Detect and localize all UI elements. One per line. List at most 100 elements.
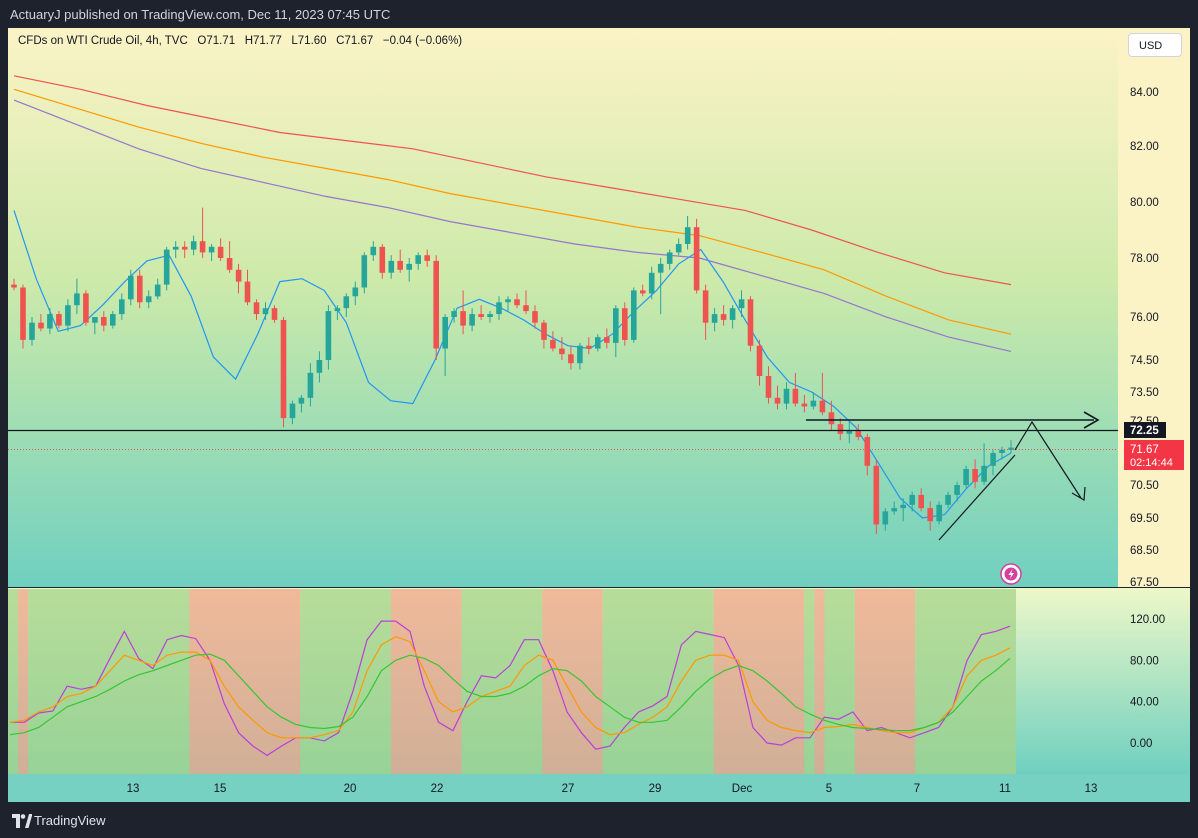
candle-body: [56, 314, 62, 326]
drawings: [8, 411, 1118, 585]
candle-body: [92, 317, 98, 323]
candle-body: [972, 469, 978, 482]
oscillator-zone: [814, 589, 825, 774]
candle-body: [361, 255, 368, 288]
time-tick-label: 15: [214, 783, 227, 795]
candle-body: [128, 275, 134, 300]
candle-body: [837, 424, 844, 434]
candle-body: [783, 388, 790, 404]
candle-body: [110, 314, 116, 326]
oscillator-zone: [542, 589, 603, 774]
candle-body: [163, 249, 170, 285]
projection-path[interactable]: [1014, 420, 1082, 499]
candle-body: [828, 412, 835, 425]
candle-body: [532, 311, 538, 323]
candle-body: [747, 299, 754, 346]
candle-body: [963, 469, 969, 485]
candle-body: [29, 322, 35, 340]
candle-body: [379, 246, 386, 273]
candle-body: [487, 314, 493, 317]
moving-average-line: [13, 99, 1012, 352]
candle-body: [11, 284, 17, 288]
rising-trendline[interactable]: [938, 454, 1016, 541]
candle-body: [999, 449, 1005, 453]
candle-body: [83, 293, 89, 323]
low-value: L71.60: [291, 35, 327, 47]
moving-average-line: [13, 88, 1012, 335]
candle-body: [864, 437, 871, 466]
candle-body: [119, 299, 125, 315]
candle-body: [909, 494, 915, 505]
time-tick-label: 27: [562, 783, 575, 795]
chart-frame: 84.0082.0080.0078.0076.0074.5073.5072.50…: [8, 28, 1190, 802]
candle-body: [397, 260, 403, 270]
candle-body: [810, 400, 817, 407]
candle-body: [918, 494, 924, 509]
footer-brand[interactable]: TradingView: [34, 813, 106, 828]
candle-body: [523, 305, 529, 312]
oscillator-zone: [824, 589, 855, 774]
candle-body: [289, 403, 296, 419]
oscillator-zone: [713, 589, 805, 774]
candle-body: [891, 508, 897, 512]
candle-body: [568, 354, 574, 364]
oscillator-zone: [189, 589, 301, 774]
oscillator-zone: [391, 589, 462, 774]
candle-body: [936, 504, 942, 522]
publish-bar: ActuaryJ published on TradingView.com, D…: [0, 0, 1198, 28]
chart-canvas[interactable]: 84.0082.0080.0078.0076.0074.5073.5072.50…: [8, 28, 1190, 802]
change-value: −0.04 (−0.06%): [382, 35, 463, 47]
candle-body: [675, 244, 682, 253]
price-tick-label: 67.50: [1130, 577, 1159, 589]
oscillator-axis: 120.00 80.00 40.00 0.00: [1130, 614, 1165, 750]
candle-body: [738, 299, 745, 309]
candle-body: [101, 317, 107, 326]
symbol-legend: CFDs on WTI Crude Oil, 4h, TVC O71.71 H7…: [18, 35, 462, 47]
candles: [11, 207, 1014, 534]
candle-body: [801, 403, 808, 407]
time-tick-label: 13: [127, 783, 140, 795]
price-axis-background: [1118, 28, 1190, 587]
price-tick-label: 80.00: [1130, 197, 1159, 209]
candle-body: [648, 272, 655, 294]
candle-body: [47, 314, 53, 329]
price-tick-label: 74.50: [1130, 355, 1159, 367]
candle-body: [451, 311, 457, 317]
moving-average-line: [13, 210, 1012, 519]
candle-body: [262, 308, 269, 315]
candle-body: [702, 290, 709, 323]
candle-body: [496, 302, 502, 315]
candle-body: [208, 246, 215, 253]
candle-body: [424, 255, 430, 261]
countdown-label: 02:14:44: [1130, 457, 1173, 469]
candle-body: [190, 241, 197, 250]
level-price-label: 72.25: [1130, 425, 1159, 437]
candle-body: [819, 400, 826, 413]
candle-body: [684, 227, 691, 244]
candle-body: [873, 465, 880, 525]
price-tick-label: 70.50: [1130, 480, 1159, 492]
oscillator-zone: [602, 589, 714, 774]
oscillator-line: [10, 620, 1011, 757]
candle-body: [280, 319, 287, 419]
candle-body: [226, 258, 233, 270]
currency-button[interactable]: USD: [1128, 33, 1182, 57]
oscillator-tick-label: 80.00: [1130, 655, 1159, 667]
price-labels: 72.25 71.67 02:14:44: [1124, 422, 1184, 470]
footer-bar: TradingView: [0, 802, 1198, 838]
candle-body: [846, 430, 853, 434]
level-price-label-bg: [1124, 422, 1166, 438]
candle-body: [271, 308, 278, 320]
candle-body: [945, 494, 951, 505]
candle-body: [352, 287, 359, 297]
lightning-bolt-icon: [1008, 569, 1014, 579]
symbol-name[interactable]: CFDs on WTI Crude Oil, 4h, TVC: [18, 35, 188, 47]
candle-body: [154, 284, 161, 297]
candle-body: [981, 465, 987, 482]
price-tick-label: 84.00: [1130, 87, 1159, 99]
last-price-label-bg: [1124, 440, 1184, 470]
candle-body: [74, 293, 80, 306]
candle-body: [882, 511, 889, 525]
candle-body: [622, 308, 628, 340]
oscillator-line: [9, 653, 1011, 736]
